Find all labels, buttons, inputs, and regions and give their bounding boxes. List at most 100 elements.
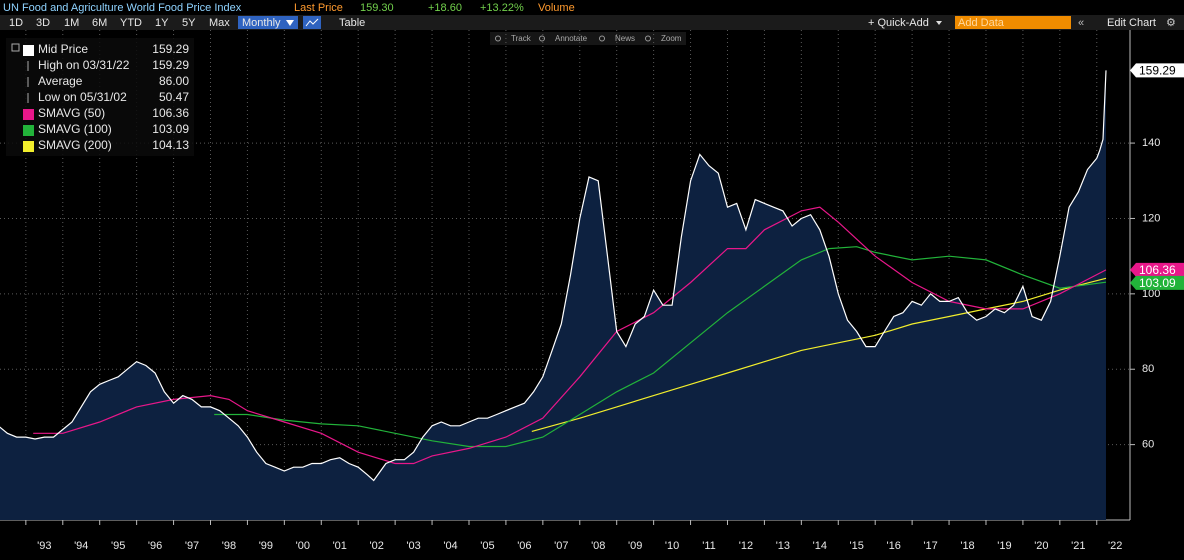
legend-value: 159.29 [152,42,189,56]
legend-label: SMAVG (50) [38,106,105,120]
toolbar: Monthly Table + Quick-Add Add Data « Edi… [9,16,1176,29]
price-tag-label: 159.29 [1139,64,1176,78]
legend-label: Average [38,74,83,88]
legend-box [6,38,194,156]
last-price: 159.30 [360,2,394,14]
quick-add-button[interactable]: + Quick-Add [868,17,929,29]
frequency-button[interactable] [238,16,298,29]
tool-icon[interactable] [539,35,545,42]
legend-label: High on 03/31/22 [38,58,130,72]
range-button[interactable]: YTD [120,17,142,29]
x-tick-label: '07 [554,540,568,552]
x-tick-label: '03 [406,540,420,552]
legend-value: 103.09 [152,122,189,136]
x-tick-label: '98 [222,540,236,552]
area [0,70,1106,520]
range-button[interactable]: 1D [9,17,23,29]
y-tick-label: 80 [1142,363,1154,375]
legend-label: Low on 05/31/02 [38,90,127,104]
line [0,70,1107,482]
x-tick-label: '02 [369,540,383,552]
collapse-icon[interactable]: « [1078,17,1084,29]
range-button[interactable]: 6M [92,17,107,29]
x-tick-label: '94 [74,540,88,552]
legend-value: 50.47 [159,90,189,104]
legend-swatch [23,109,34,120]
legend-value: 159.29 [152,58,189,72]
x-tick-label: '05 [480,540,494,552]
price-tag [1130,275,1184,290]
price-tag [1130,262,1184,277]
x-tick-label: '12 [739,540,753,552]
x-tick-label: '01 [333,540,347,552]
x-tick-label: '15 [850,540,864,552]
tool-button[interactable]: Track [511,34,532,43]
line [33,206,1107,465]
settings-icon[interactable]: ⚙ [1166,17,1176,29]
legend-collapse[interactable] [11,43,20,52]
range-button[interactable]: 3D [36,17,50,29]
table-button[interactable]: Table [339,17,365,29]
x-tick-label: '97 [185,540,199,552]
range-button[interactable]: 5Y [182,17,196,29]
header: UN Food and Agriculture World Food Price… [3,2,575,14]
x-tick-label: '04 [443,540,457,552]
x-tick-label: '99 [259,540,273,552]
add-data-input[interactable] [955,16,1071,29]
x-tick-label: '14 [813,540,827,552]
range-button[interactable]: Max [209,17,230,29]
legend-label: SMAVG (200) [38,138,112,152]
legend-swatch [23,141,34,152]
x-tick-label: '11 [702,540,716,552]
tool-button[interactable]: Annotate [555,34,588,43]
price-tag-label: 106.36 [1139,263,1176,277]
x-tick-label: '21 [1071,540,1085,552]
price-tag-label: 103.09 [1139,276,1176,290]
legend-value: 86.00 [159,74,189,88]
price-tag [1130,63,1184,78]
tool-icon[interactable] [495,35,501,42]
y-tick-label: 100 [1142,288,1160,300]
tool-icon[interactable] [645,35,651,42]
x-tick-label: '08 [591,540,605,552]
dropdown-arrow[interactable] [936,21,942,25]
x-tick-label: '09 [628,540,642,552]
add-data-placeholder[interactable]: Add Data [958,17,1005,29]
legend: Mid Price 159.29 High on 03/31/22 159.29 Ave… [6,38,194,156]
legend-label: Mid Price [38,42,88,56]
dropdown-arrow[interactable] [286,20,294,26]
title: UN Food and Agriculture World Food Price… [3,2,242,14]
plot-area: '93 '94 '95 '96 '97 '98 '99 '00 '01 '02 '03 '04 '05 '… [0,30,1184,552]
x-tick-label: '10 [665,540,679,552]
change-pct: +13.22% [480,2,524,14]
change: +18.60 [428,2,462,14]
x-tick-label: '96 [148,540,162,552]
x-tick-label: '18 [960,540,974,552]
x-tick-label: '00 [296,540,310,552]
x-tick-label: '20 [1034,540,1048,552]
edit-chart-button[interactable]: Edit Chart [1107,17,1156,29]
x-tick-label: '17 [923,540,937,552]
y-tick-label: 120 [1142,212,1160,224]
y-tick-label: 140 [1142,137,1160,149]
frequency[interactable]: Monthly [242,17,281,29]
tool-button[interactable]: Zoom [661,34,682,43]
tool-icon[interactable] [599,35,605,42]
y-tick-label: 60 [1142,439,1154,451]
legend-label: SMAVG (100) [38,122,112,136]
chart-type-icon [305,18,319,27]
legend-value: 106.36 [152,106,189,120]
legend-swatch [23,45,34,56]
volume: Volume [538,2,575,14]
x-tick-label: '16 [886,540,900,552]
legend-swatch [23,125,34,136]
range-button[interactable]: 1M [64,17,79,29]
line [214,246,1107,448]
range-button[interactable]: 1Y [155,17,169,29]
tools-bar [490,32,686,45]
x-tick-label: '22 [1108,540,1122,552]
tool-button[interactable]: News [615,34,635,43]
x-tick-label: '13 [776,540,790,552]
